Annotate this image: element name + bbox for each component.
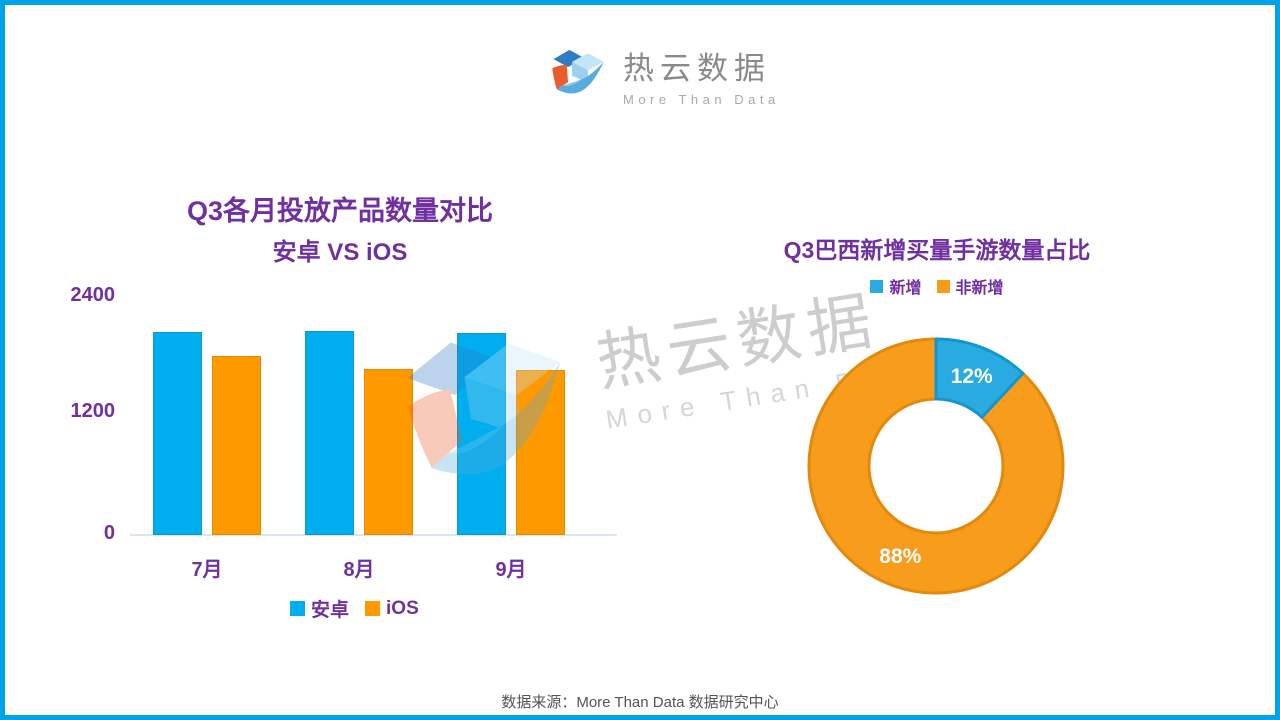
bar-9月-iOS: [516, 370, 565, 535]
bar-chart-title: Q3各月投放产品数量对比 安卓 VS iOS: [110, 196, 570, 266]
donut-plot: 12% 88%: [807, 337, 1065, 595]
legend-label-新增: 新增: [889, 280, 922, 297]
bar-chart-section: Q3各月投放产品数量对比 安卓 VS iOS 2400 1200 0 7月 8月 9…: [5, 5, 665, 715]
legend-item-非新增: 非新增: [936, 274, 1004, 298]
legend-swatch-非新增: [936, 279, 950, 293]
data-source: 数据来源：More Than Data 数据研究中心: [501, 694, 779, 711]
donut-slice-非新增: [807, 337, 1065, 595]
brand-logo: 热云数据 More Than Data: [543, 43, 780, 107]
legend-label-iOS: iOS: [386, 597, 419, 619]
donut-chart-title: Q3巴西新增买量手游数量占比: [783, 237, 1091, 263]
legend-swatch-安卓: [290, 601, 305, 616]
legend-swatch-iOS: [365, 601, 381, 616]
donut-slice-新增: [934, 337, 1025, 419]
bar-chart-title-line2: 安卓 VS iOS: [272, 238, 408, 266]
x-axis-label-9月: 9月: [495, 559, 527, 581]
x-axis-line: [130, 534, 617, 536]
y-axis-tick-2400: 2400: [70, 284, 116, 306]
bar-chart-title-line1: Q3各月投放产品数量对比: [186, 196, 494, 226]
donut-label-新增: 12%: [951, 365, 993, 388]
legend-swatch-新增: [870, 279, 884, 293]
donut-chart-legend: 新增 非新增: [725, 274, 1149, 298]
bar-8月-iOS: [364, 369, 413, 535]
brand-name: 热云数据: [623, 51, 771, 86]
y-axis-tick-0: 0: [103, 522, 115, 544]
bar-7月-iOS: [212, 356, 261, 535]
bar-chart-legend: 安卓 iOS: [290, 595, 419, 622]
legend-item-新增: 新增: [870, 274, 922, 298]
x-axis-label-7月: 7月: [191, 559, 223, 581]
brand-logo-text: 热云数据 More Than Data: [623, 43, 780, 106]
bar-8月-安卓: [305, 331, 354, 535]
donut-label-非新增: 88%: [879, 545, 921, 568]
legend-label-安卓: 安卓: [311, 600, 350, 621]
donut-chart-section: Q3巴西新增买量手游数量占比 新增 非新增 12% 88%: [665, 5, 1275, 715]
bar-7月-安卓: [153, 332, 202, 535]
y-axis-tick-1200: 1200: [70, 400, 116, 422]
legend-item-安卓: 安卓: [290, 595, 349, 622]
bar-9月-安卓: [457, 333, 506, 535]
x-axis-label-8月: 8月: [343, 559, 375, 581]
legend-label-非新增: 非新增: [955, 280, 1004, 297]
bar-plot-area: [130, 297, 617, 536]
legend-item-iOS: iOS: [365, 598, 419, 620]
x-axis-labels: 7月 8月 9月: [130, 553, 617, 581]
brand-tagline: More Than Data: [623, 92, 780, 107]
